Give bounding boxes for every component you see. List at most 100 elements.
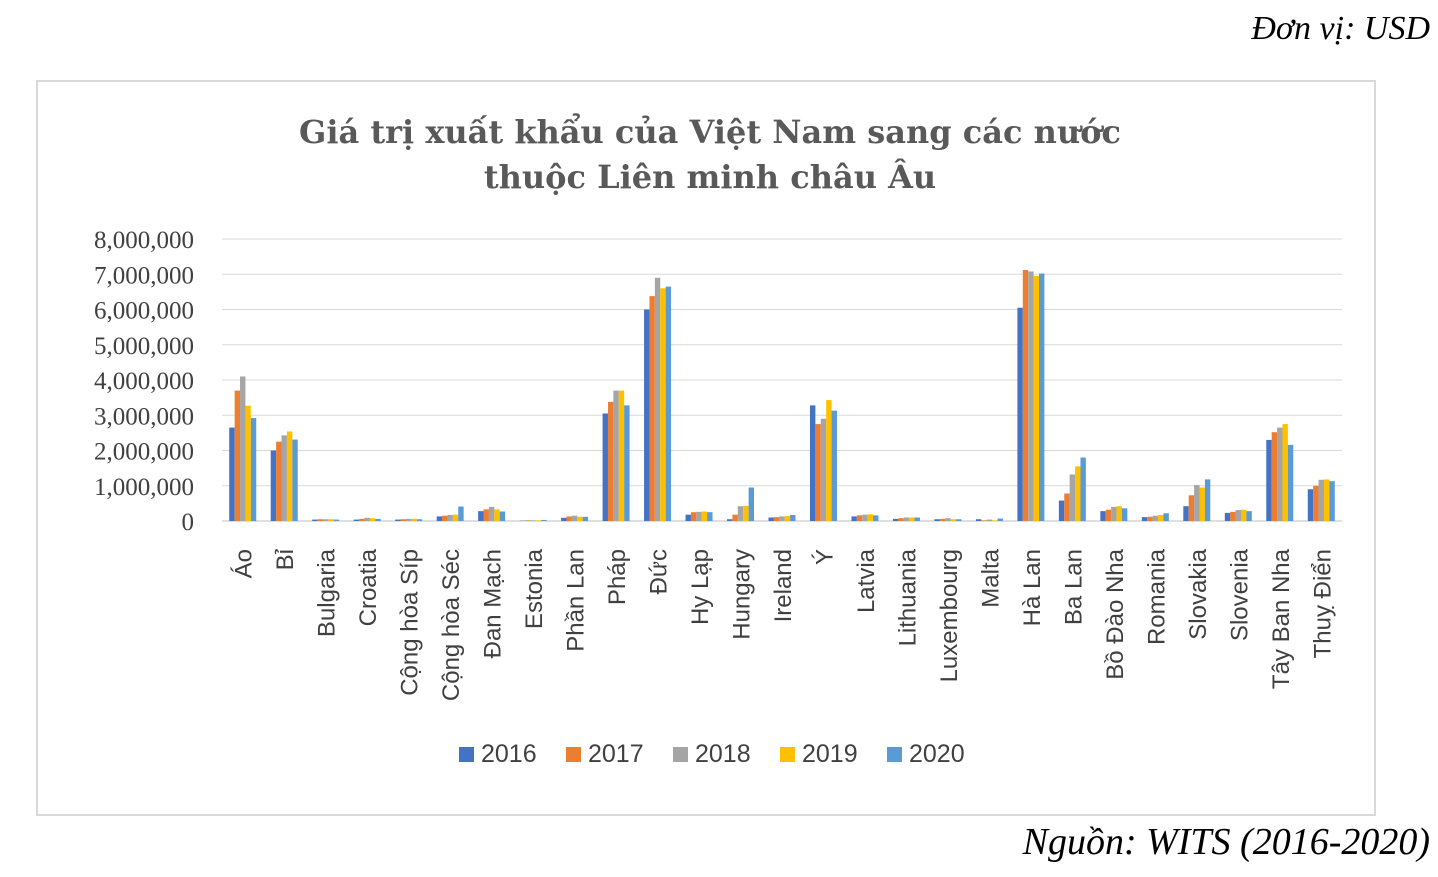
bar <box>1188 495 1195 521</box>
bar <box>229 427 235 521</box>
bar <box>1282 424 1288 521</box>
bar <box>815 424 821 521</box>
legend-swatch <box>566 747 581 762</box>
x-tick-label: Bỉ <box>272 548 299 570</box>
legend-label: 2020 <box>909 740 965 768</box>
bar <box>369 518 376 521</box>
bar <box>488 506 495 521</box>
x-tick-label: Hy Lạp <box>687 549 714 625</box>
bar <box>442 515 448 521</box>
legend-swatch <box>780 747 795 762</box>
bar <box>1152 515 1159 521</box>
bar <box>779 516 785 521</box>
bar <box>909 517 915 521</box>
bar <box>727 519 733 521</box>
x-tick-label: Đan Mạch <box>480 549 507 658</box>
bar <box>945 518 951 521</box>
x-tick-label: Tây Ban Nha <box>1268 548 1295 689</box>
bar <box>535 520 542 521</box>
bar <box>607 401 614 521</box>
bar <box>375 518 381 521</box>
bar <box>1323 479 1330 521</box>
x-tick-label: Thuỵ Điển <box>1309 549 1336 658</box>
bar <box>416 519 423 521</box>
bar <box>654 277 661 521</box>
x-tick-label: Áo <box>231 549 258 578</box>
bar <box>281 435 287 521</box>
x-tick-label: Cộng hòa Síp <box>397 549 424 696</box>
bar <box>903 517 910 521</box>
bar <box>1080 457 1086 521</box>
bar <box>1183 506 1189 521</box>
bar <box>1069 474 1076 521</box>
bar <box>1246 511 1252 521</box>
bar <box>1266 439 1272 521</box>
bar-chart: Giá trị xuất khẩu của Việt Nam sang các … <box>94 112 1342 768</box>
bar <box>494 509 500 521</box>
x-tick-label: Malta <box>977 548 1004 607</box>
bar <box>240 376 246 521</box>
x-tick-label: Pháp <box>604 549 631 605</box>
bar <box>328 519 334 521</box>
bar <box>1158 515 1164 521</box>
y-tick-label: 5,000,000 <box>94 333 194 360</box>
x-tick-label: Cộng hòa Séc <box>438 549 465 701</box>
bar <box>582 516 589 521</box>
bar <box>1277 427 1283 521</box>
bar <box>649 296 655 521</box>
bar <box>447 515 453 521</box>
x-tick-label: Latvia <box>853 548 880 613</box>
bar <box>862 514 868 521</box>
bar <box>525 520 531 521</box>
bar <box>1307 489 1314 521</box>
bar <box>333 519 340 521</box>
bar <box>1064 493 1070 521</box>
bar <box>1287 444 1294 521</box>
x-tick-label: Slovenia <box>1226 548 1253 641</box>
bar <box>707 512 713 521</box>
bar <box>1141 517 1148 521</box>
legend-swatch <box>459 747 474 762</box>
bar <box>1100 511 1106 521</box>
x-tick-label: Hà Lan <box>1019 549 1046 626</box>
bar <box>478 511 484 521</box>
bar <box>784 516 791 521</box>
chart-title-line-2: thuộc Liên minh châu Âu <box>484 158 936 196</box>
bar <box>292 439 298 521</box>
x-tick-label: Hungary <box>729 549 756 640</box>
bar <box>618 390 625 521</box>
x-tick-label: Luxembourg <box>936 549 963 682</box>
y-tick-label: 4,000,000 <box>94 368 194 395</box>
unit-note: Đơn vị: USD <box>1251 10 1430 47</box>
bar <box>956 519 962 521</box>
x-tick-label: Croatia <box>355 548 382 626</box>
source-note: Nguồn: WITS (2016-2020) <box>1022 821 1430 863</box>
bar <box>773 517 780 521</box>
bar <box>436 516 443 521</box>
bar <box>405 518 412 521</box>
bar <box>790 515 796 521</box>
bar <box>1075 466 1081 521</box>
bar <box>867 514 874 521</box>
bar <box>1271 432 1278 521</box>
bar <box>732 514 738 521</box>
x-tick-label: Bulgaria <box>314 548 341 637</box>
legend-swatch <box>887 747 902 762</box>
bar <box>644 309 650 521</box>
bar <box>1204 479 1211 521</box>
bar <box>997 518 1003 521</box>
chart-title-line-1: Giá trị xuất khẩu của Việt Nam sang các … <box>299 112 1121 151</box>
bar <box>400 519 406 521</box>
x-axis: Áo Bỉ Bulgaria Croatia Cộng hòa Síp Cộng hòa … <box>231 548 1337 701</box>
bar <box>975 519 982 521</box>
x-tick-label: Ba Lan <box>1060 549 1087 625</box>
y-tick-label: 2,000,000 <box>94 439 194 466</box>
bar <box>809 405 816 521</box>
legend-swatch <box>673 747 688 762</box>
x-tick-label: Romania <box>1143 548 1170 645</box>
y-tick-label: 6,000,000 <box>94 298 194 325</box>
y-tick-label: 1,000,000 <box>94 474 194 501</box>
bar <box>1058 500 1065 521</box>
legend: 2016 2017 2018 2019 2020 <box>459 740 965 768</box>
chart-frame: Giá trị xuất khẩu của Việt Nam sang các … <box>36 80 1376 816</box>
